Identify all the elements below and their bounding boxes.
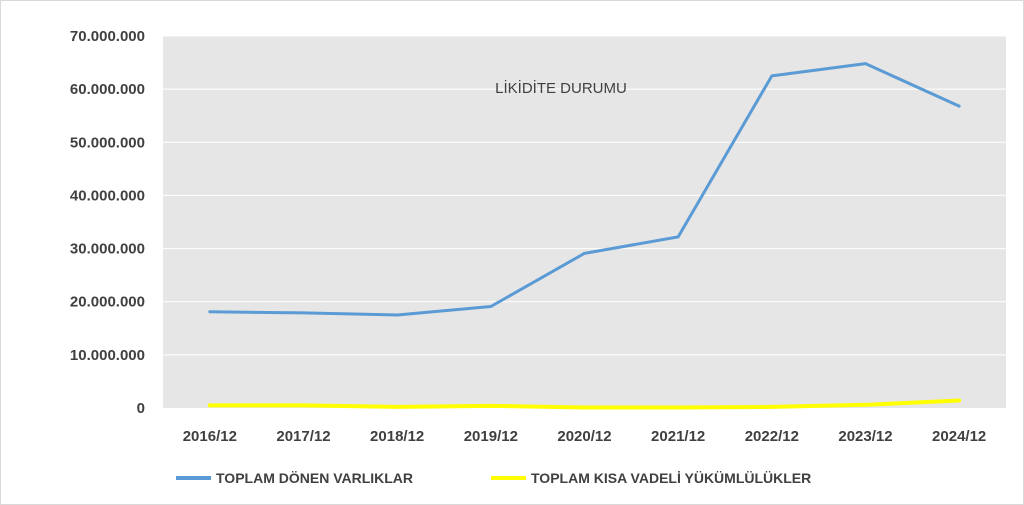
y-tick-label: 20.000.000 bbox=[70, 294, 145, 311]
legend-entry: TOPLAM DÖNEN VARLIKLAR bbox=[176, 470, 413, 486]
x-tick-label: 2018/12 bbox=[370, 428, 424, 445]
x-tick-label: 2024/12 bbox=[932, 428, 986, 445]
x-tick-label: 2023/12 bbox=[838, 428, 892, 445]
chart-title: LİKİDİTE DURUMU bbox=[495, 79, 627, 97]
y-tick-label: 50.000.000 bbox=[70, 134, 145, 151]
series-lines bbox=[207, 62, 962, 410]
x-tick-label: 2022/12 bbox=[745, 428, 799, 445]
x-tick-label: 2017/12 bbox=[276, 428, 330, 445]
x-tick-label: 2021/12 bbox=[651, 428, 705, 445]
legend-label: TOPLAM DÖNEN VARLIKLAR bbox=[216, 470, 413, 486]
x-axis-ticks: 2016/12 2017/12 2018/12 2019/12 2020/12 2021/… bbox=[183, 428, 987, 445]
plot-area bbox=[163, 36, 1006, 408]
y-axis-ticks: 0 10.000.000 20.000.000 30.000.000 40.000.00… bbox=[70, 28, 145, 417]
x-tick-label: 2020/12 bbox=[557, 428, 611, 445]
y-tick-label: 0 bbox=[137, 400, 145, 417]
x-tick-label: 2016/12 bbox=[183, 428, 237, 445]
legend-label: TOPLAM KISA VADELİ YÜKÜMLÜLÜKLER bbox=[531, 470, 811, 486]
x-tick-label: 2019/12 bbox=[464, 428, 518, 445]
series-line bbox=[207, 398, 962, 410]
gridlines bbox=[163, 35, 1006, 356]
y-tick-label: 70.000.000 bbox=[70, 28, 145, 45]
y-tick-label: 30.000.000 bbox=[70, 241, 145, 258]
series-line bbox=[208, 62, 961, 317]
y-tick-label: 10.000.000 bbox=[70, 347, 145, 364]
legend-entry: TOPLAM KISA VADELİ YÜKÜMLÜLÜKLER bbox=[491, 470, 811, 486]
y-tick-label: 40.000.000 bbox=[70, 187, 145, 204]
legend: TOPLAM DÖNEN VARLIKLAR TOPLAM KISA VADELİ… bbox=[176, 470, 811, 486]
y-tick-label: 60.000.000 bbox=[70, 81, 145, 98]
